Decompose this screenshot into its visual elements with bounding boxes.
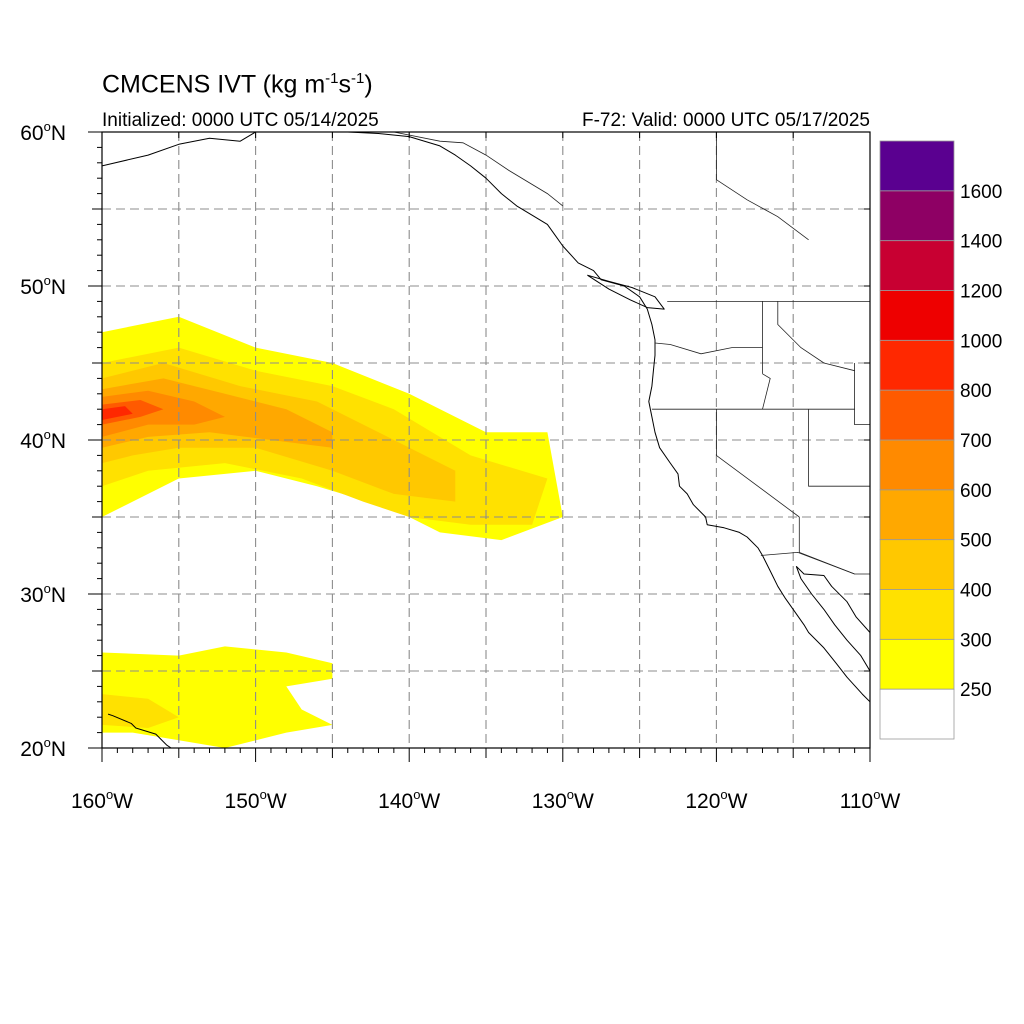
az-border bbox=[798, 517, 855, 575]
ivt-contour-subtropical-moisture-250 bbox=[102, 646, 333, 748]
political-boundaries bbox=[393, 132, 870, 575]
axis-tick-label: 140oW bbox=[378, 787, 440, 813]
ivt-contour-main-river-700 bbox=[102, 400, 164, 425]
id-east-border bbox=[777, 301, 855, 372]
axis-tick-label: 110oW bbox=[840, 787, 901, 813]
colorbar-label: 800 bbox=[960, 381, 992, 402]
colorbar-swatch bbox=[879, 190, 955, 242]
colorbar-label: 500 bbox=[960, 531, 992, 552]
nv-ut-border bbox=[808, 409, 870, 487]
ivt-colorbar: 250 300 400 500 600 700 800 1000 1200 1400 1600 bbox=[879, 140, 1002, 740]
colorbar-swatch bbox=[879, 439, 955, 491]
map-title: CMCENS IVT (kg m-1s-1) bbox=[102, 70, 373, 99]
colorbar-swatch bbox=[879, 688, 955, 740]
canada-coast-continuation bbox=[716, 132, 809, 241]
us-mexico-border bbox=[760, 551, 870, 575]
wa-or-border bbox=[654, 342, 763, 355]
colorbar-swatch bbox=[879, 638, 955, 690]
colorbar-label: 300 bbox=[960, 630, 992, 651]
alaska-canada-border bbox=[393, 132, 564, 207]
axis-tick-label: 60oN bbox=[20, 119, 66, 145]
colorbar-label: 700 bbox=[960, 431, 992, 452]
axis-tick-label: 20oN bbox=[20, 735, 66, 761]
colorbar-label: 1200 bbox=[960, 282, 1002, 303]
initialized-time: Initialized: 0000 UTC 05/14/2025 bbox=[102, 110, 379, 131]
axis-tick-label: 150oW bbox=[225, 787, 287, 813]
colorbar-label: 250 bbox=[960, 680, 992, 701]
colorbar-swatch bbox=[879, 489, 955, 540]
axis-tick-label: 40oN bbox=[20, 427, 66, 453]
or-id-border bbox=[762, 373, 771, 410]
colorbar-label: 400 bbox=[960, 581, 992, 602]
axis-tick-label: 50oN bbox=[20, 273, 66, 299]
axis-ticks bbox=[88, 131, 871, 762]
axis-tick-label: 30oN bbox=[20, 581, 66, 607]
gulf-of-california-coast bbox=[795, 566, 870, 672]
valid-time: F-72: Valid: 0000 UTC 05/17/2025 bbox=[582, 110, 870, 131]
colorbar-swatch bbox=[879, 240, 955, 291]
ivt-contour-main-river-800 bbox=[102, 406, 133, 420]
coastlines bbox=[102, 132, 870, 748]
colorbar-label: 1000 bbox=[960, 331, 1002, 352]
colorbar-swatch bbox=[879, 290, 955, 341]
colorbar-label: 1400 bbox=[960, 232, 1002, 253]
colorbar-swatch bbox=[879, 539, 955, 590]
ca-nv-border bbox=[716, 409, 800, 518]
vancouver-island bbox=[587, 274, 665, 310]
axis-tick-label: 120oW bbox=[685, 787, 747, 813]
colorbar-swatch bbox=[879, 589, 955, 640]
mexico-mainland-coast bbox=[795, 565, 870, 641]
hawaii-islands bbox=[107, 713, 172, 748]
colorbar-swatch bbox=[879, 339, 955, 391]
axis-labels: 160oW 150oW 140oW 130oW 120oW 110oW 60oN 50oN 40… bbox=[20, 119, 900, 813]
colorbar-swatch bbox=[879, 140, 955, 192]
colorbar-label: 600 bbox=[960, 481, 992, 502]
lat-lon-gridlines bbox=[102, 132, 870, 748]
colorbar-swatch bbox=[879, 389, 955, 441]
axis-tick-label: 160oW bbox=[71, 787, 133, 813]
alaska-coast bbox=[102, 132, 870, 703]
axis-tick-label: 130oW bbox=[532, 787, 594, 813]
colorbar-label: 1600 bbox=[960, 182, 1002, 203]
wy-border bbox=[854, 363, 870, 426]
